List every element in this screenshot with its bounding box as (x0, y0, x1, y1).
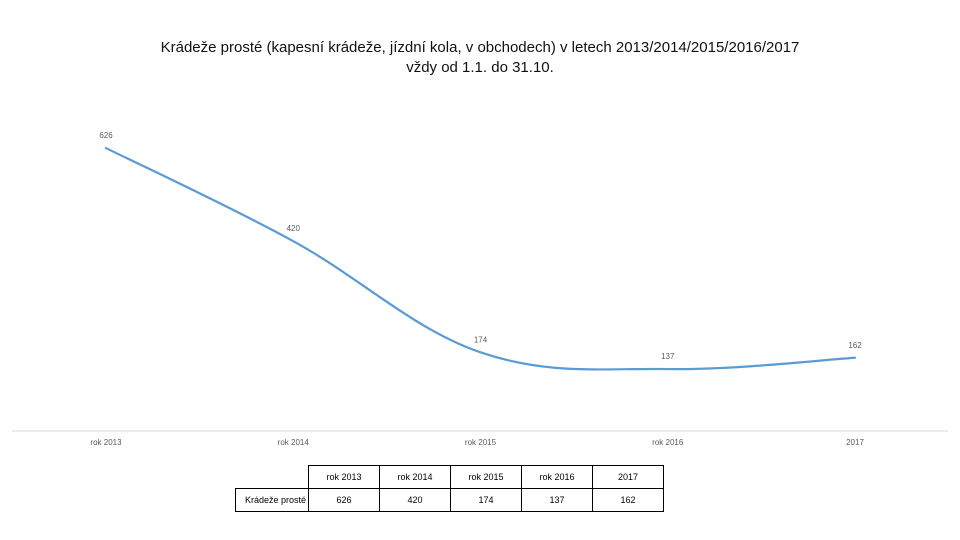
chart-title: Krádeže prosté (kapesní krádeže, jízdní … (0, 38, 960, 78)
data-label: 174 (474, 335, 488, 344)
data-table-header-cell: rok 2016 (521, 465, 593, 489)
data-table-value-cell: 420 (379, 488, 451, 512)
chart-title-line-1: Krádeže prosté (kapesní krádeže, jízdní … (160, 39, 800, 56)
data-table-row: Krádeže prosté 626 420 174 137 162 (235, 488, 664, 512)
data-table-corner (236, 466, 309, 489)
x-tick-label: 2017 (846, 438, 864, 447)
data-table: rok 2013 rok 2014 rok 2015 rok 2016 2017… (235, 465, 664, 512)
data-label: 626 (99, 131, 113, 140)
x-tick-label: rok 2013 (90, 438, 122, 447)
data-label: 420 (287, 224, 301, 233)
data-table-row-label: Krádeže prosté (235, 488, 309, 512)
data-table-value-cell: 137 (521, 488, 593, 512)
x-tick-labels: rok 2013 rok 2014 rok 2015 rok 2016 2017 (90, 438, 864, 447)
data-table-value-cell: 174 (450, 488, 522, 512)
data-table-header-cell: rok 2013 (308, 465, 380, 489)
data-label: 137 (661, 352, 675, 361)
data-table-header-cell: rok 2015 (450, 465, 522, 489)
data-labels: 626 420 174 137 162 (99, 131, 862, 361)
series-line (104, 146, 857, 371)
data-table-header-cell: rok 2014 (379, 465, 451, 489)
x-tick-label: rok 2015 (465, 438, 497, 447)
data-table-value-cell: 162 (592, 488, 664, 512)
data-table-header-cell: 2017 (592, 465, 664, 489)
data-table-header-row: rok 2013 rok 2014 rok 2015 rok 2016 2017 (236, 465, 664, 489)
x-tick-label: rok 2014 (278, 438, 310, 447)
data-label: 162 (848, 341, 862, 350)
x-tick-label: rok 2016 (652, 438, 684, 447)
data-table-value-cell: 626 (308, 488, 380, 512)
chart-title-line-2: vždy od 1.1. do 31.10. (406, 59, 554, 76)
